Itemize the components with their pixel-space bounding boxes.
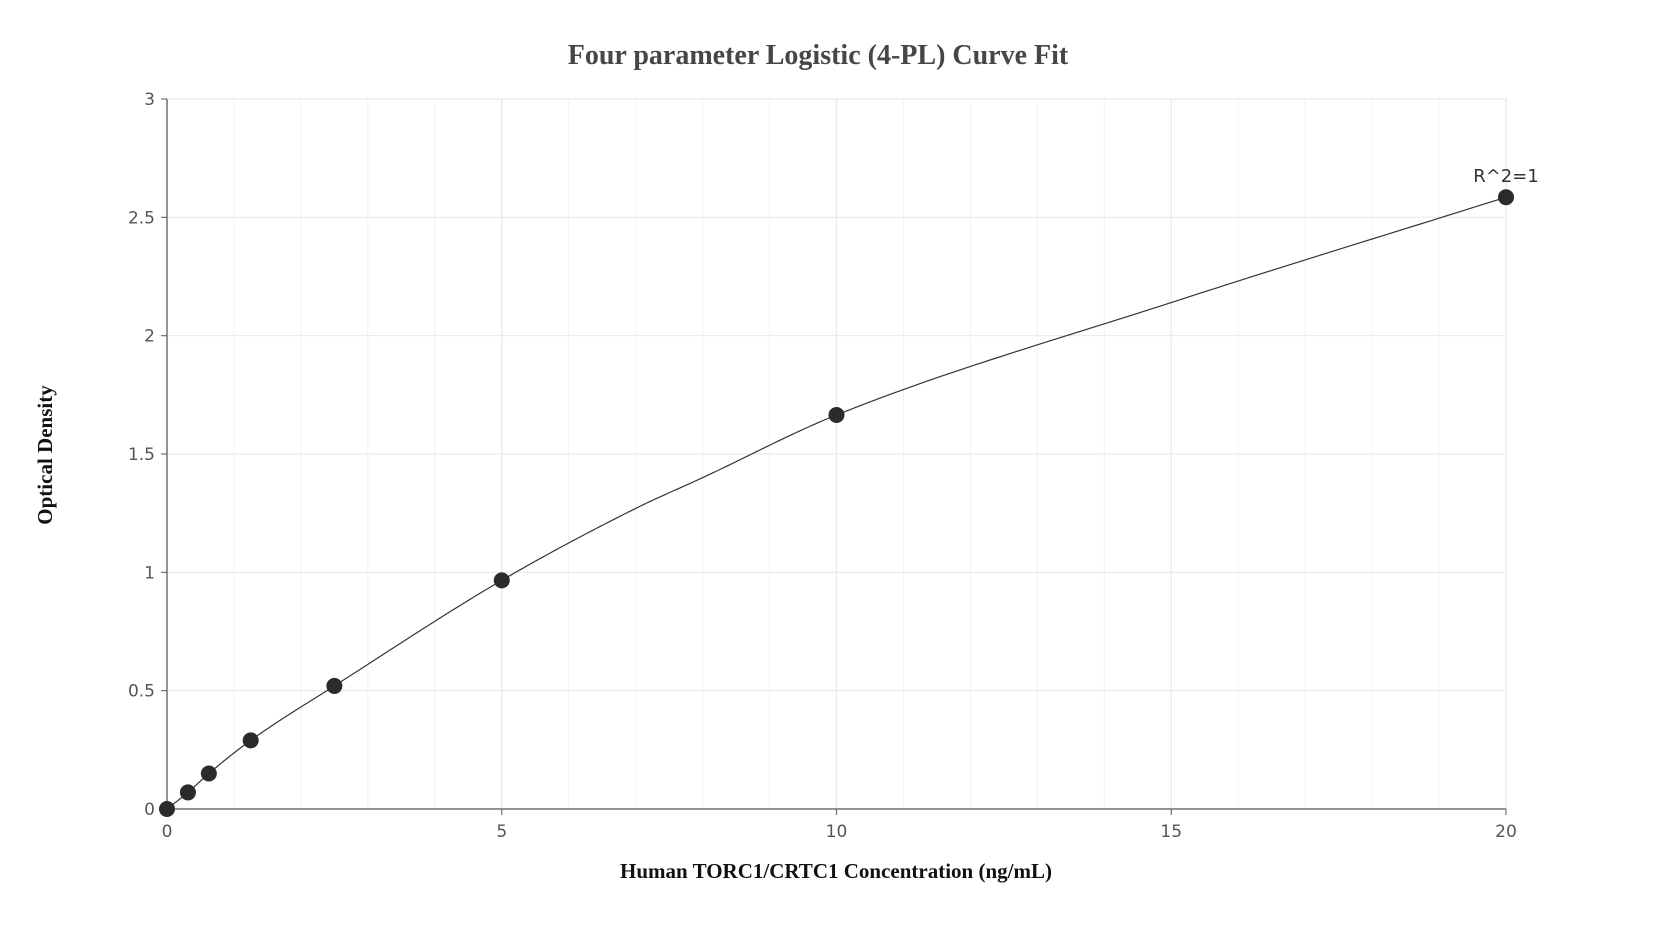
y-axis-ticks: 0 0.5 1 1.5 2 2.5 3 <box>128 90 167 820</box>
y-tick-label: 0.5 <box>128 682 155 702</box>
data-point <box>179 784 196 801</box>
x-tick-label: 5 <box>496 822 507 842</box>
y-tick-label: 3 <box>144 90 155 110</box>
r-squared-annotation: R^2=1 <box>1473 166 1539 187</box>
data-point <box>1498 189 1514 206</box>
y-tick-label: 2.5 <box>128 208 155 228</box>
data-point <box>200 765 217 782</box>
data-point-markers <box>159 189 1514 817</box>
data-point <box>493 572 510 589</box>
x-axis-title: Human TORC1/CRTC1 Concentration (ng/mL) <box>620 859 1052 883</box>
x-tick-label: 0 <box>162 822 173 842</box>
data-point <box>159 801 175 817</box>
x-tick-label: 20 <box>1495 822 1517 842</box>
data-point <box>326 677 343 694</box>
x-tick-label: 10 <box>826 822 848 842</box>
x-tick-label: 15 <box>1160 822 1182 842</box>
major-gridlines <box>167 98 1507 809</box>
y-tick-label: 1 <box>144 563 155 583</box>
y-tick-label: 1.5 <box>128 445 155 465</box>
data-point <box>828 406 845 423</box>
data-point <box>242 732 259 749</box>
y-tick-label: 2 <box>144 327 155 347</box>
y-axis-title: Optical Density <box>33 385 57 525</box>
y-tick-label: 0 <box>144 800 155 820</box>
x-axis-ticks: 0 5 10 15 20 <box>162 809 1517 842</box>
chart-title: Four parameter Logistic (4-PL) Curve Fit <box>568 40 1069 71</box>
